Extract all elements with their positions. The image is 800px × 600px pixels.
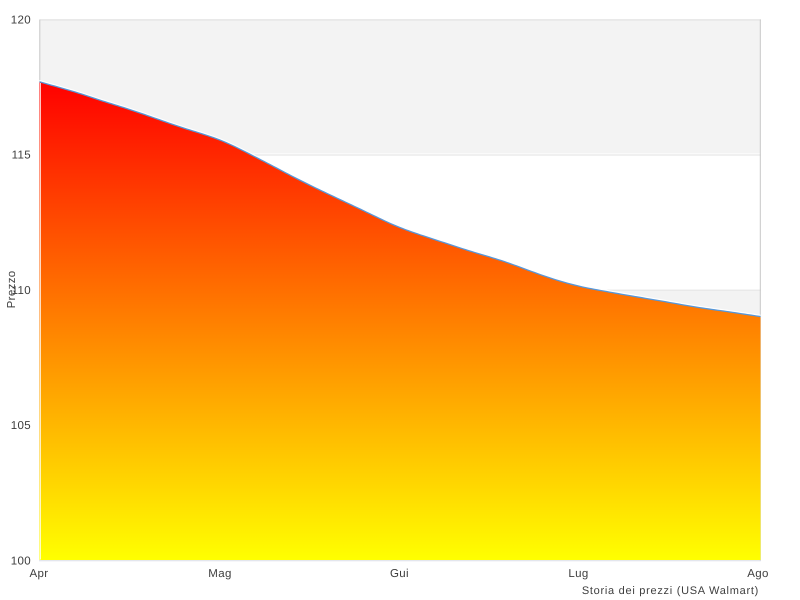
svg-text:100: 100	[11, 555, 31, 567]
svg-text:110: 110	[12, 285, 31, 297]
svg-text:Gui: Gui	[390, 568, 409, 580]
svg-text:120: 120	[11, 14, 31, 26]
svg-text:105: 105	[11, 420, 31, 432]
svg-text:Prezzo: Prezzo	[6, 270, 18, 308]
svg-text:Mag: Mag	[208, 568, 231, 580]
svg-text:Lug: Lug	[568, 568, 588, 580]
svg-text:Ago: Ago	[747, 568, 769, 580]
svg-text:Apr: Apr	[30, 568, 49, 580]
svg-text:Storia dei prezzi (USA Walmart: Storia dei prezzi (USA Walmart)	[582, 585, 759, 597]
svg-text:115: 115	[12, 150, 31, 162]
